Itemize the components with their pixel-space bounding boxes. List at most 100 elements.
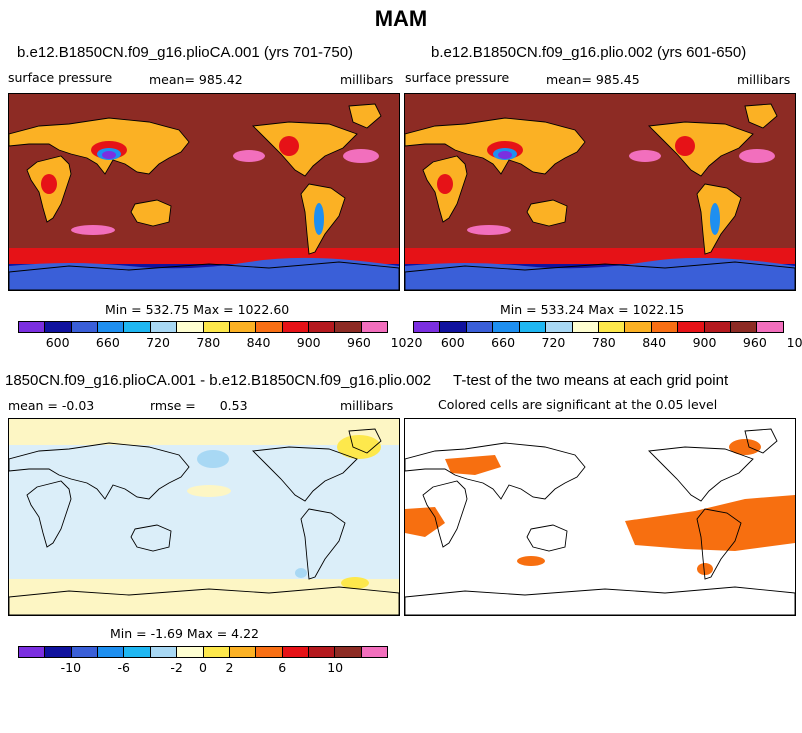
coast-antarctica [405,586,795,615]
colorbar-tick-label: -10 [60,660,82,675]
panel4-map-svg [405,419,795,615]
panel3-min-max: Min = -1.69 Max = 4.22 [110,626,260,641]
panel2-units: millibars [737,72,791,87]
colorbar-swatch [229,647,257,657]
colorbar-swatch [757,322,783,332]
colorbar-tick-label: 1020 [390,335,423,350]
coast-north-america [648,446,754,502]
atlantic-high-north [739,149,775,163]
panel4-title: T-test of the two means at each grid poi… [453,372,729,389]
panel3-mean: mean = -0.03 [8,398,94,413]
panel3-rmse: rmse = 0.53 [150,398,248,413]
colorbar-tick-label: 840 [642,335,667,350]
colorbar-swatch [150,647,178,657]
colorbar-tick-label: -2 [170,660,183,675]
rockies-low [675,136,695,156]
colorbar-swatch [203,322,230,332]
coast-greenland [348,428,382,454]
colorbar-tick-label: 780 [591,335,616,350]
panel2-map [404,93,796,291]
coast-eurasia [405,442,586,500]
signif-region-south-pacific [625,495,795,551]
panel3-title: 1850CN.f09_g16.plioCA.001 - b.e12.B1850C… [5,372,432,389]
colorbar-swatch [282,322,309,332]
colorbar-tick-label: 6 [278,660,287,675]
colorbar-swatch [19,322,46,332]
africa-highland [437,174,453,194]
colorbar-swatch [546,322,573,332]
coast-north-america [252,446,358,502]
signif-region-asia [445,455,501,475]
colorbar-swatch [177,322,204,332]
coast-south-america [300,508,346,580]
colorbar-swatch [229,322,257,332]
tibet-plateau-core [498,151,512,159]
coast-greenland [744,428,778,454]
panel3-map-svg [9,419,399,615]
africa-highland [41,174,57,194]
colorbar-swatch [282,647,309,657]
panel1-units: millibars [340,72,394,87]
panel1-min-max: Min = 532.75 Max = 1022.60 [105,302,290,317]
andes-low [314,203,324,235]
coast-antarctica [9,586,399,615]
panel2-min-max: Min = 533.24 Max = 1022.15 [500,302,685,317]
panel3-rmse-label: rmse = [150,398,196,413]
colorbar-swatch [466,322,494,332]
coast-antarctica [405,261,795,290]
panel1-title: b.e12.B1850CN.f09_g16.plioCA.001 (yrs 70… [17,44,354,61]
colorbar-tick-label: 840 [246,335,271,350]
colorbar-swatch [625,322,652,332]
colorbar-swatch [308,647,336,657]
coast-north-america [252,121,358,177]
colorbar-swatch [335,322,362,332]
coast-south-america [696,508,742,580]
panel1-mean-label: mean= [149,72,195,87]
pacific-high-north [233,150,265,162]
panel3-mean-value: -0.03 [61,398,95,413]
panel2-mean-value: 985.45 [595,72,640,87]
coast-africa [422,155,468,223]
colorbar-tick-label: -6 [117,660,130,675]
colorbar-tick-label: 720 [541,335,566,350]
coast-eurasia [9,117,190,175]
panel1-mean: mean= 985.42 [149,72,243,87]
coast-north-america-field [649,122,753,176]
colorbar-swatch [361,647,388,657]
colorbar-swatch [572,322,599,332]
coast-africa [26,155,72,223]
colorbar-tick-label: 2 [225,660,234,675]
colorbar-swatch [45,647,72,657]
coast-australia-field [527,200,567,226]
coast-north-america-field [253,122,357,176]
signif-region-south-america [697,563,713,575]
colorbar-swatch [651,322,679,332]
north-atlantic-positive [337,435,381,459]
coast-australia [130,524,172,552]
colorbar-swatch [598,322,626,332]
colorbar-tick-label: 0 [199,660,207,675]
colorbar-swatch [256,647,283,657]
panel2-colorbar [413,321,784,333]
colorbar-tick-label: 960 [742,335,767,350]
colorbar-swatch [519,322,547,332]
coast-greenland-field [349,104,381,128]
colorbar-swatch [124,647,151,657]
coast-north-america [648,121,754,177]
colorbar-swatch [308,322,336,332]
colorbar-swatch [124,322,151,332]
colorbar-tick-label: 600 [440,335,465,350]
colorbar-tick-label: 600 [45,335,70,350]
north-pacific-negative [197,450,229,468]
coast-south-america [696,183,742,255]
panel2-mean-label: mean= [546,72,592,87]
tibet-plateau-core [102,151,116,159]
panel3-units: millibars [340,398,394,413]
panel4-subtitle: Colored cells are significant at the 0.0… [438,397,718,412]
colorbar-swatch [678,322,705,332]
subtropical-positive [187,485,231,497]
colorbar-swatch [361,322,388,332]
coast-australia-field [131,200,171,226]
colorbar-tick-label: 900 [296,335,321,350]
coast-eurasia [405,117,586,175]
